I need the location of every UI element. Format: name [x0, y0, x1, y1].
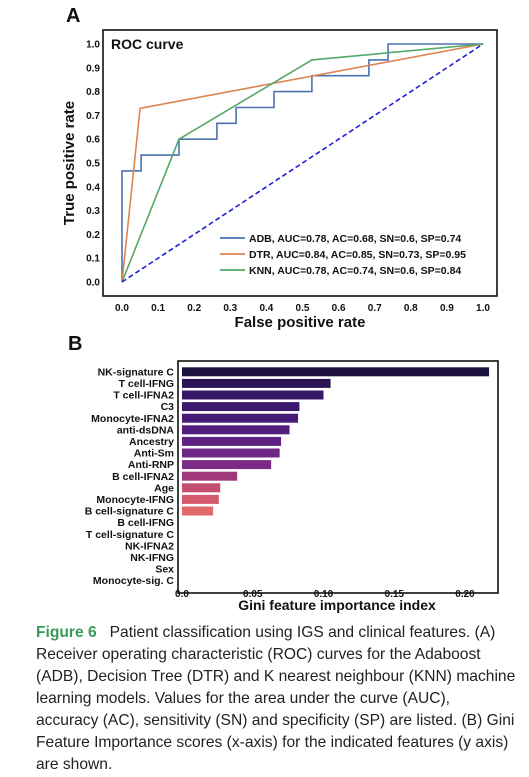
gini-feature-label: Sex	[155, 564, 174, 576]
gini-feature-label: C3	[161, 401, 175, 413]
roc-y-tick-label: 0.9	[86, 63, 100, 74]
gini-feature-label: Anti-Sm	[134, 448, 174, 460]
gini-x-tick-label: 0.05	[243, 589, 263, 600]
roc-y-tick-label: 0.2	[86, 230, 100, 241]
gini-feature-label: B cell-signature C	[85, 506, 175, 518]
gini-bar	[182, 460, 272, 470]
roc-legend-label: ADB, AUC=0.78, AC=0.68, SN=0.6, SP=0.74	[249, 233, 461, 245]
roc-chart: 0.0 0.1 0.2 0.3 0.4 0.5 0.6 0.7 0.8 0.9 1.0 0.0 0.1…	[61, 29, 498, 331]
gini-x-tick-labels: 0.0 0.05 0.10 0.15 0.20	[175, 589, 475, 600]
gini-bar	[182, 436, 282, 446]
roc-legend: ADB, AUC=0.78, AC=0.68, SN=0.6, SP=0.74 D…	[220, 233, 466, 277]
gini-feature-label: Anti-RNP	[128, 459, 174, 471]
roc-chart-title: ROC curve	[111, 36, 184, 52]
roc-x-tick-label: 0.4	[259, 303, 273, 314]
roc-y-tick-label: 0.4	[86, 182, 100, 193]
gini-feature-label: T cell-signature C	[86, 529, 175, 541]
gini-bar	[182, 390, 324, 400]
roc-y-tick-label: 0.1	[86, 254, 100, 265]
roc-x-tick-label: 0.6	[332, 303, 346, 314]
panel-a-label: A	[66, 5, 80, 27]
gini-x-tick-label: 0.20	[455, 589, 475, 600]
panel-b-label: B	[68, 333, 82, 355]
roc-y-tick-labels: 0.0 0.1 0.2 0.3 0.4 0.5 0.6 0.7 0.8 0.9 1.0	[86, 40, 100, 289]
roc-y-tick-label: 0.6	[86, 135, 100, 146]
gini-bar	[182, 494, 219, 504]
roc-legend-label: DTR, AUC=0.84, AC=0.85, SN=0.73, SP=0.95	[249, 249, 466, 261]
gini-bar	[182, 448, 280, 458]
roc-x-axis-title: False positive rate	[235, 314, 366, 331]
roc-y-tick-label: 0.0	[86, 278, 100, 289]
roc-series-line-knn	[121, 43, 484, 283]
gini-feature-label: Monocyte-IFNA2	[91, 413, 174, 425]
roc-x-tick-label: 1.0	[476, 303, 490, 314]
gini-x-tick-label: 0.10	[314, 589, 334, 600]
figure-caption-label: Figure 6	[36, 624, 97, 641]
roc-legend-label: KNN, AUC=0.78, AC=0.74, SN=0.6, SP=0.84	[249, 265, 461, 277]
gini-x-tick-label: 0.0	[175, 589, 189, 600]
roc-y-tick-label: 0.3	[86, 206, 100, 217]
gini-bar	[182, 402, 300, 412]
roc-y-tick-label: 0.5	[86, 159, 100, 170]
figure-caption-text: Patient classification using IGS and cli…	[36, 624, 516, 773]
gini-feature-label: NK-IFNG	[130, 552, 174, 564]
figure-caption: Figure 6 Patient classification using IG…	[36, 622, 516, 776]
gini-x-axis-title: Gini feature importance index	[238, 597, 436, 613]
roc-x-tick-label: 0.2	[187, 303, 201, 314]
roc-x-tick-label: 0.3	[223, 303, 237, 314]
roc-y-tick-label: 0.7	[86, 111, 100, 122]
roc-x-tick-label: 0.7	[368, 303, 382, 314]
gini-feature-label: NK-signature C	[98, 366, 175, 378]
roc-series-line-adb	[121, 43, 483, 282]
gini-feature-label: B cell-IFNA2	[112, 471, 174, 483]
roc-series-line-dtr	[121, 43, 484, 283]
gini-bar	[182, 425, 290, 435]
gini-bar	[182, 413, 299, 423]
roc-lines	[121, 43, 484, 283]
gini-bar	[182, 483, 221, 493]
gini-feature-label: Monocyte-IFNG	[96, 494, 174, 506]
gini-feature-label: Monocyte-sig. C	[93, 575, 175, 587]
gini-bars	[182, 367, 490, 516]
gini-feature-label: Age	[154, 482, 174, 494]
roc-x-tick-label: 0.5	[296, 303, 310, 314]
gini-feature-label: T cell-IFNG	[119, 378, 174, 390]
gini-feature-label: B cell-IFNG	[117, 517, 174, 529]
gini-x-tick-label: 0.15	[385, 589, 405, 600]
gini-feature-label: Ancestry	[129, 436, 174, 448]
roc-y-axis-title: True positive rate	[61, 101, 78, 225]
roc-chance-line	[121, 43, 484, 283]
roc-x-tick-labels: 0.0 0.1 0.2 0.3 0.4 0.5 0.6 0.7 0.8 0.9 1.0	[115, 303, 490, 314]
roc-x-tick-label: 0.8	[404, 303, 418, 314]
gini-feature-label: anti-dsDNA	[117, 424, 175, 436]
roc-x-tick-label: 0.9	[440, 303, 454, 314]
gini-feature-label: T cell-IFNA2	[113, 390, 174, 402]
figure-svg: A 0.00.10.20.30.40.50.60.70.80.91.0 0.0 0…	[61, 5, 499, 613]
roc-x-tick-label: 0.0	[115, 303, 129, 314]
gini-bar	[182, 506, 214, 516]
roc-y-tick-label: 0.8	[86, 87, 100, 98]
gini-bar	[182, 367, 490, 377]
gini-bar	[182, 378, 331, 388]
gini-bar	[182, 471, 238, 481]
gini-feature-label: NK-IFNA2	[125, 540, 174, 552]
roc-x-tick-label: 0.1	[151, 303, 165, 314]
roc-y-tick-label: 1.0	[86, 40, 100, 51]
